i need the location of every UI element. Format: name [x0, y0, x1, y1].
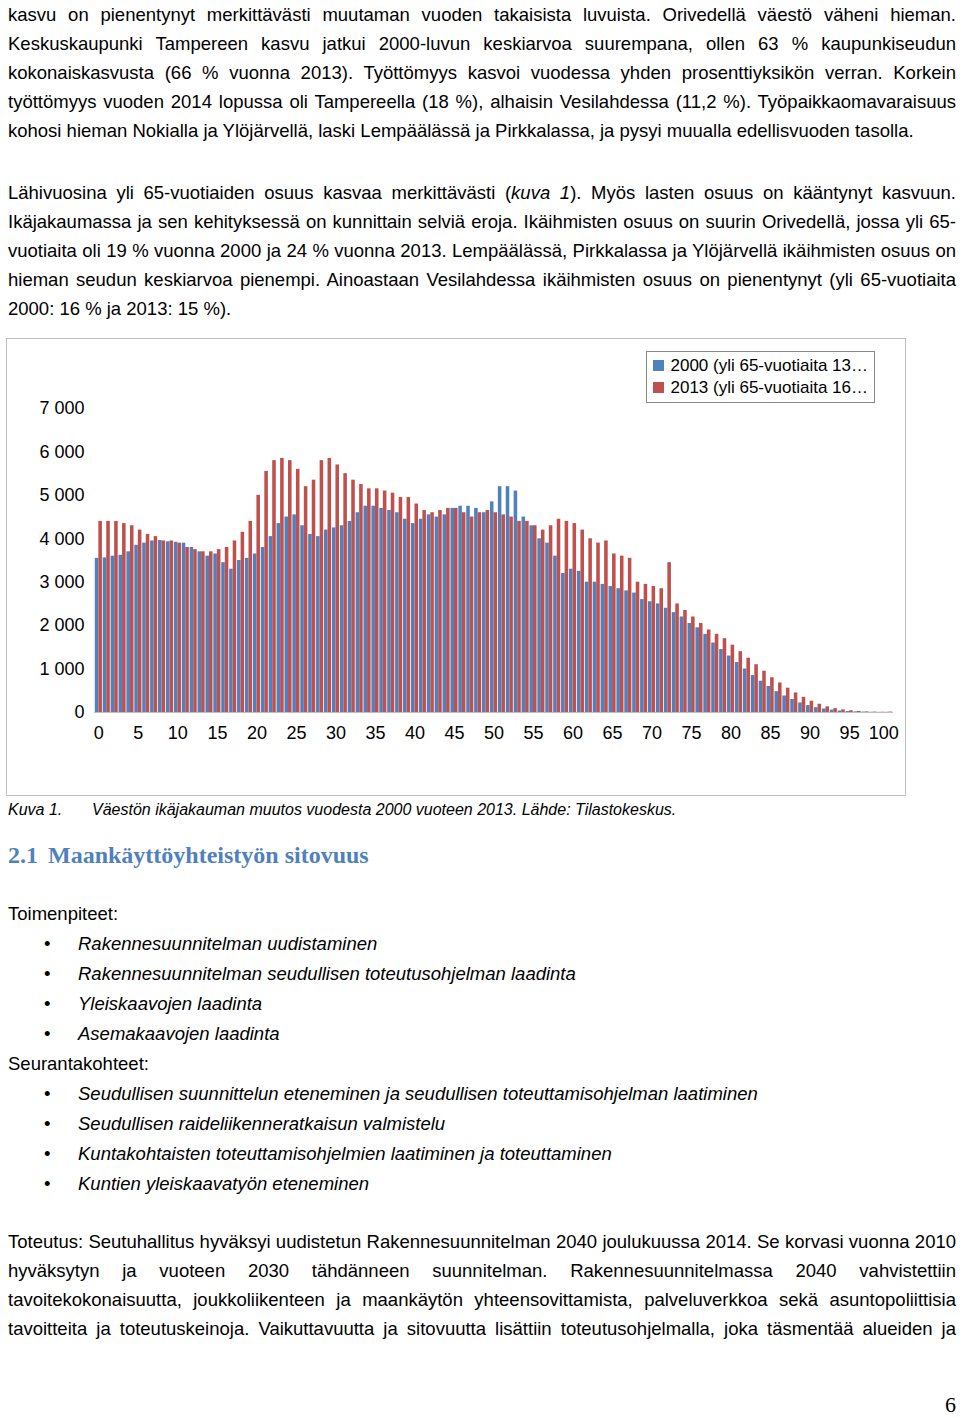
- svg-text:1 000: 1 000: [39, 659, 84, 679]
- html-text:Yleiskaavojen laadinta: Yleiskaavojen laadinta: [78, 993, 263, 1014]
- html-text:Toimenpiteet:: Toimenpiteet:: [8, 903, 118, 924]
- html-text:Kuntakohtaisten toteuttamisohj: Kuntakohtaisten toteuttamisohjelmien laa…: [78, 1143, 612, 1164]
- html-text:Rakennesuunnitelman seudullise: Rakennesuunnitelman seudullisen toteutus…: [78, 963, 576, 984]
- svg-text:0: 0: [74, 702, 84, 722]
- svg-text:60: 60: [563, 723, 583, 743]
- svg-text:35: 35: [365, 723, 385, 743]
- svg-text:20: 20: [247, 723, 267, 743]
- svg-text:95: 95: [840, 723, 860, 743]
- svg-text:5: 5: [133, 723, 143, 743]
- svg-text:75: 75: [682, 723, 702, 743]
- html-text:Asemakaavojen laadinta: Asemakaavojen laadinta: [78, 1023, 280, 1044]
- svg-text:80: 80: [721, 723, 741, 743]
- svg-text:65: 65: [603, 723, 623, 743]
- html-text:2000 (yli 65-vuotiaita 13…: 2000 (yli 65-vuotiaita 13…: [670, 356, 868, 375]
- html-text:Kuva 1.: Kuva 1.: [8, 801, 63, 818]
- svg-text:7 000: 7 000: [39, 398, 84, 418]
- svg-text:70: 70: [642, 723, 662, 743]
- svg-text:100 -: 100 -: [869, 723, 901, 743]
- svg-text:40: 40: [405, 723, 425, 743]
- svg-text:15: 15: [207, 723, 227, 743]
- html-text:Väestön ikäjakauman muutos vuo: Väestön ikäjakauman muutos vuodesta 2000…: [92, 801, 677, 818]
- html-text:Seurantakohteet:: Seurantakohteet:: [8, 1053, 149, 1074]
- svg-text:5 000: 5 000: [39, 485, 84, 505]
- svg-text:55: 55: [523, 723, 543, 743]
- html-text:Kuntien yleiskaavatyön etenemi: Kuntien yleiskaavatyön eteneminen: [78, 1173, 370, 1194]
- html-text:Lähivuosina yli 65-vuotiaiden: Lähivuosina yli 65-vuotiaiden osuus kasv…: [8, 182, 956, 319]
- html-text:Seudullisen suunnittelun etene: Seudullisen suunnittelun eteneminen ja s…: [78, 1083, 758, 1104]
- svg-text:50: 50: [484, 723, 504, 743]
- svg-text:25: 25: [286, 723, 306, 743]
- svg-text:6 000: 6 000: [39, 442, 84, 462]
- svg-text:3 000: 3 000: [39, 572, 84, 592]
- html-text:Rakennesuunnitelman uudistamin: Rakennesuunnitelman uudistaminen: [78, 933, 378, 954]
- svg-text:10: 10: [168, 723, 188, 743]
- svg-text:30: 30: [326, 723, 346, 743]
- html-text:Seudullisen raideliikenneratka: Seudullisen raideliikenneratkaisun valmi…: [78, 1113, 446, 1134]
- svg-text:45: 45: [444, 723, 464, 743]
- svg-text:90: 90: [800, 723, 820, 743]
- html-text:Toteutus: Seutuhallitus hyväks: Toteutus: Seutuhallitus hyväksyi uudiste…: [8, 1231, 956, 1339]
- svg-text:4 000: 4 000: [39, 529, 84, 549]
- html-text:Maankäyttöyhteistyön sitovuus: Maankäyttöyhteistyön sitovuus: [48, 842, 369, 868]
- html-text:6: 6: [945, 1392, 956, 1417]
- svg-text:0: 0: [94, 723, 104, 743]
- html-text:2.1: 2.1: [8, 842, 38, 868]
- svg-text:2 000: 2 000: [39, 615, 84, 635]
- html-text:kasvu on pienentynyt merkittäv: kasvu on pienentynyt merkittävästi muuta…: [8, 4, 956, 141]
- html-text:2013 (yli 65-vuotiaita 16…: 2013 (yli 65-vuotiaita 16…: [670, 378, 868, 397]
- svg-text:85: 85: [761, 723, 781, 743]
